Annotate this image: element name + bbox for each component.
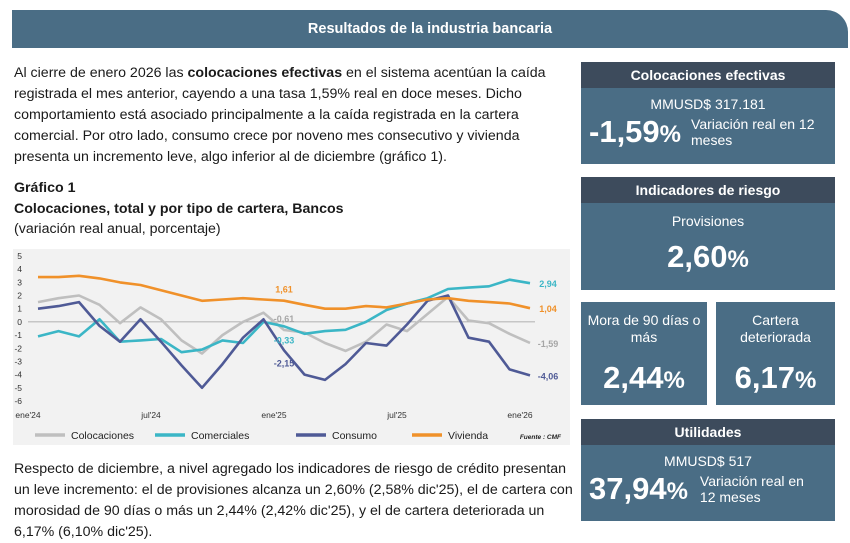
section-header: Resultados de la industria bancaria bbox=[12, 10, 848, 48]
y-tick-label: -4 bbox=[14, 370, 22, 380]
card-riesgo-value: 2,60% bbox=[667, 239, 749, 274]
series-line-consumo bbox=[37, 294, 531, 390]
data-label: 2,94 bbox=[539, 279, 557, 289]
card-colocaciones: Colocaciones efectivas MMUSD$ 317.181 -1… bbox=[581, 62, 835, 164]
card-utilidades-amount: MMUSD$ 517 bbox=[664, 453, 752, 469]
series-line-vivienda bbox=[38, 274, 531, 311]
graph-label: Gráfico 1 bbox=[14, 180, 76, 196]
data-label: -2,15 bbox=[274, 358, 295, 368]
card-mora: Mora de 90 días o más 2,44% bbox=[581, 302, 707, 405]
card-deteriorada-title: Cartera deteriorada bbox=[740, 312, 811, 345]
x-tick-label: ene'26 bbox=[507, 410, 533, 420]
y-tick-label: -5 bbox=[14, 383, 22, 393]
y-tick-label: -6 bbox=[14, 396, 22, 406]
data-label: -0,33 bbox=[274, 335, 295, 345]
data-label: -1,59 bbox=[538, 339, 559, 349]
graph-title: Colocaciones, total y por tipo de carter… bbox=[14, 201, 344, 217]
graph-subtitle: (variación real anual, porcentaje) bbox=[14, 221, 221, 237]
legend-label-comerciales: Comerciales bbox=[191, 430, 249, 442]
y-tick-label: 3 bbox=[17, 277, 22, 287]
card-utilidades-note: Variación real en 12 meses bbox=[699, 473, 804, 505]
x-tick-label: ene'25 bbox=[261, 410, 287, 420]
card-colocaciones-title: Colocaciones efectivas bbox=[581, 62, 835, 88]
card-utilidades-value: 37,94% bbox=[589, 471, 688, 506]
x-tick-label: ene'24 bbox=[15, 410, 41, 420]
card-mora-title: Mora de 90 días o más bbox=[587, 312, 701, 345]
chart-source: Fuente : CMF bbox=[520, 434, 562, 441]
data-label: -0,61 bbox=[274, 314, 295, 324]
y-tick-label: 0 bbox=[17, 317, 22, 327]
section-title: Resultados de la industria bancaria bbox=[307, 21, 553, 37]
card-riesgo-sub: Provisiones bbox=[671, 213, 745, 229]
data-label: 1,61 bbox=[275, 285, 293, 295]
line-chart: 5 4 3 2 1 0 -1 -2 -3 -4 -5 -6 ene'24 jul'24 ene'25 jul'… bbox=[14, 251, 562, 442]
card-riesgo: Indicadores de riesgo Provisiones 2,60% bbox=[581, 177, 835, 290]
chart-container: 5 4 3 2 1 0 -1 -2 -3 -4 -5 -6 ene'24 jul'24 ene'25 jul'… bbox=[13, 249, 570, 445]
legend-label-consumo: Consumo bbox=[332, 430, 377, 442]
legend-label-colocaciones: Colocaciones bbox=[71, 430, 134, 442]
legend-label-vivienda: Vivienda bbox=[448, 430, 488, 442]
card-riesgo-title: Indicadores de riesgo bbox=[581, 177, 835, 203]
intro-text-1: Al cierre de enero 2026 las bbox=[14, 65, 188, 81]
card-utilidades-title: Utilidades bbox=[581, 419, 835, 445]
card-utilidades: Utilidades MMUSD$ 517 37,94% Variación r… bbox=[581, 419, 835, 521]
card-colocaciones-value: -1,59% bbox=[589, 114, 682, 149]
intro-paragraph: Al cierre de enero 2026 las colocaciones… bbox=[14, 63, 574, 168]
card-deteriorada-value: 6,17% bbox=[734, 360, 817, 395]
x-tick-label: jul'24 bbox=[140, 410, 161, 420]
y-tick-label: -3 bbox=[14, 356, 22, 366]
intro-text-2: en el sistema acentúan la caída registra… bbox=[14, 65, 546, 165]
data-label: -4,06 bbox=[538, 371, 559, 381]
intro-bold: colocaciones efectivas bbox=[187, 65, 343, 81]
x-tick-label: jul'25 bbox=[386, 410, 407, 420]
y-tick-label: 1 bbox=[17, 304, 22, 314]
outro-paragraph: Respecto de diciembre, a nivel agregado … bbox=[14, 461, 573, 540]
data-label: 1,04 bbox=[539, 304, 557, 314]
card-colocaciones-note: Variación real en 12 meses bbox=[691, 116, 815, 148]
y-tick-label: 4 bbox=[17, 264, 22, 274]
y-tick-label: 5 bbox=[17, 251, 22, 261]
card-mora-value: 2,44% bbox=[603, 360, 685, 395]
card-colocaciones-amount: MMUSD$ 317.181 bbox=[650, 96, 766, 112]
y-tick-label: 2 bbox=[17, 291, 22, 301]
y-tick-label: -2 bbox=[14, 343, 22, 353]
card-deteriorada: Cartera deteriorada 6,17% bbox=[716, 302, 835, 405]
y-tick-label: -1 bbox=[14, 330, 22, 340]
